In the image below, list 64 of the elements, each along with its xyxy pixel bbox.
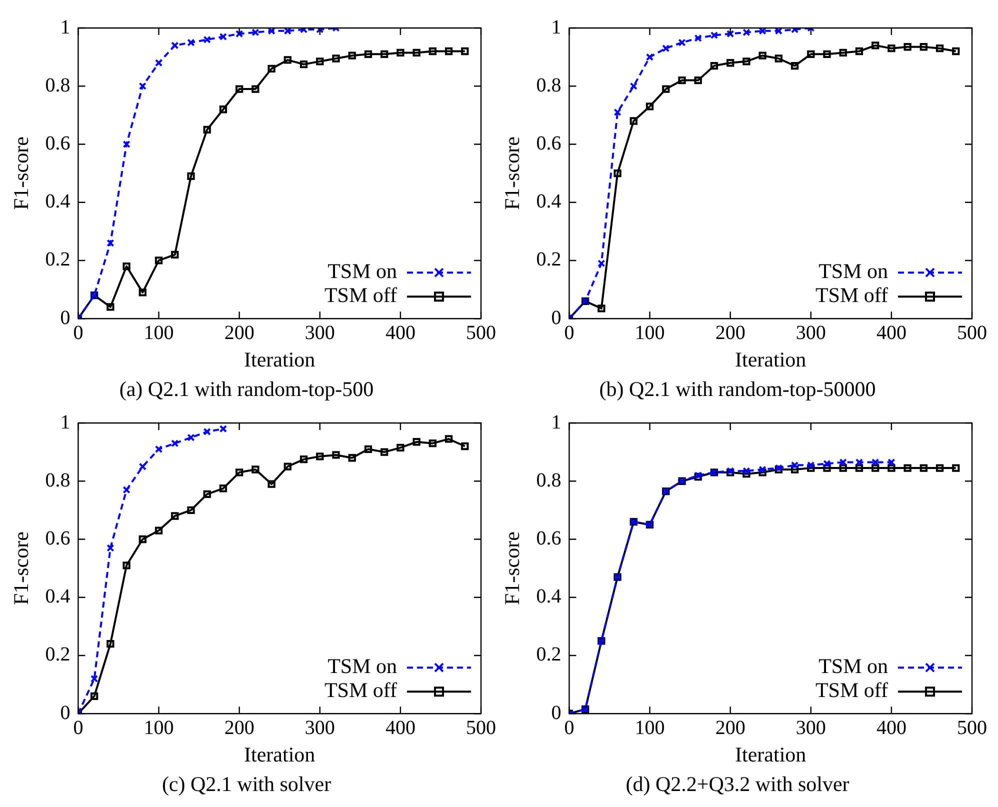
x-tick-label: 100 — [144, 716, 174, 739]
x-axis-title: Iteration — [735, 742, 807, 767]
y-tick-label: 1 — [551, 16, 562, 38]
x-tick-label: 500 — [957, 322, 987, 344]
text: (b) Q2.1 with random-top-50000 — [599, 376, 876, 401]
x-tick-label: 400 — [876, 322, 906, 344]
x-tick-label: 200 — [715, 716, 746, 739]
legend-label: TSM off — [815, 283, 888, 308]
y-axis-title: F1-score — [500, 136, 524, 210]
legend-label: TSM off — [324, 678, 397, 702]
x-tick-label: 400 — [385, 322, 416, 344]
x-tick-label: 300 — [304, 716, 335, 739]
x-tick-label: 300 — [796, 716, 826, 739]
y-tick-label: 0.4 — [536, 190, 562, 213]
legend-label: TSM off — [815, 678, 888, 702]
y-tick-label: 0.8 — [536, 74, 562, 96]
y-tick-label: 0.2 — [45, 248, 70, 271]
y-axis-title: F1-score — [500, 532, 524, 606]
y-tick-label: 0.8 — [45, 469, 70, 492]
y-tick-label: 0 — [60, 702, 70, 724]
x-tick-label: 100 — [144, 322, 174, 344]
y-tick-label: 1 — [60, 16, 70, 38]
y-tick-label: 0.2 — [536, 248, 562, 271]
legend-label: TSM on — [328, 654, 398, 678]
x-tick-label: 300 — [796, 322, 826, 344]
y-tick-label: 0.6 — [45, 527, 70, 550]
y-axis-title: F1-score — [9, 532, 34, 606]
y-tick-label: 0.4 — [45, 586, 70, 608]
y-tick-label: 0 — [551, 306, 562, 329]
y-tick-label: 0.6 — [536, 527, 562, 550]
x-axis-title: Iteration — [244, 742, 316, 767]
y-tick-label: 0 — [551, 702, 562, 724]
text: (a) Q2.1 with random-top-500 — [119, 376, 374, 401]
legend-label: TSM on — [818, 259, 888, 284]
y-tick-label: 0.2 — [536, 644, 562, 666]
x-tick-label: 500 — [957, 716, 987, 739]
y-tick-label: 1 — [551, 411, 562, 434]
x-tick-label: 500 — [466, 716, 496, 739]
legend-label: TSM off — [324, 283, 397, 308]
y-tick-label: 0.8 — [536, 469, 562, 492]
x-axis-title: Iteration — [244, 348, 316, 372]
x-tick-label: 400 — [876, 716, 906, 739]
x-tick-label: 100 — [634, 322, 665, 344]
y-axis-title: F1-score — [9, 136, 34, 210]
x-tick-label: 300 — [304, 322, 335, 344]
x-tick-label: 200 — [715, 322, 746, 344]
y-tick-label: 0.2 — [45, 644, 70, 666]
y-tick-label: 1 — [60, 411, 70, 434]
text: (c) Q2.1 with solver — [162, 772, 332, 796]
y-tick-label: 0.4 — [45, 190, 70, 213]
x-tick-label: 500 — [466, 322, 496, 344]
legend-label: TSM on — [328, 259, 398, 284]
y-tick-label: 0.4 — [536, 586, 562, 608]
x-axis-title: Iteration — [735, 348, 807, 372]
x-tick-label: 100 — [634, 716, 665, 739]
text: (d) Q2.2+Q3.2 with solver — [626, 772, 850, 796]
legend-label: TSM on — [818, 654, 888, 678]
y-tick-label: 0.6 — [45, 132, 70, 154]
y-tick-label: 0 — [60, 306, 70, 329]
x-tick-label: 400 — [385, 716, 416, 739]
x-tick-label: 200 — [224, 322, 254, 344]
y-tick-label: 0.8 — [45, 74, 70, 96]
y-tick-label: 0.6 — [536, 132, 562, 154]
x-tick-label: 200 — [224, 716, 254, 739]
